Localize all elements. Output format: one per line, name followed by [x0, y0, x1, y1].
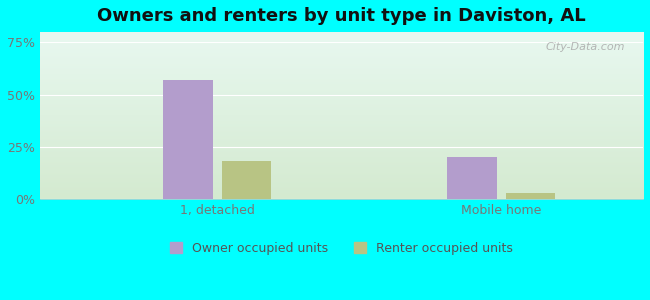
Bar — [163, 80, 213, 199]
Title: Owners and renters by unit type in Daviston, AL: Owners and renters by unit type in Davis… — [97, 7, 586, 25]
Legend: Owner occupied units, Renter occupied units: Owner occupied units, Renter occupied un… — [170, 242, 513, 255]
Bar — [447, 157, 497, 199]
Bar — [222, 161, 271, 199]
Bar — [506, 193, 555, 199]
Text: City-Data.com: City-Data.com — [545, 42, 625, 52]
